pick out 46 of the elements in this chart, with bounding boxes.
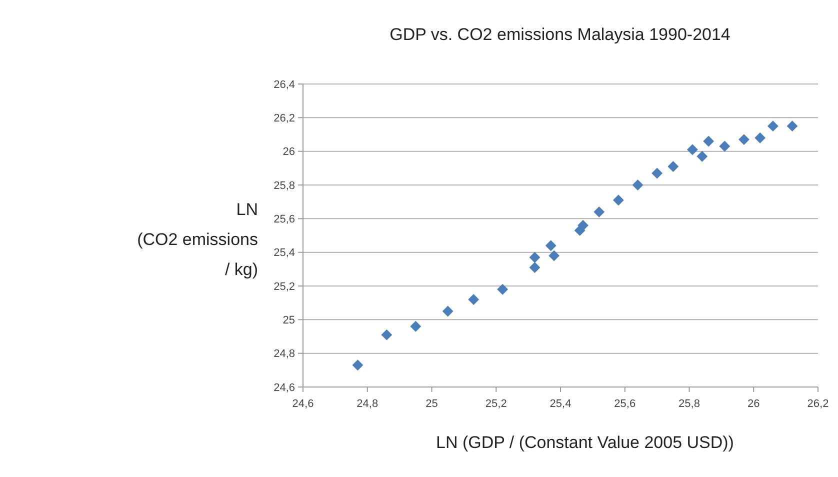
- point: [529, 262, 540, 273]
- point: [381, 329, 392, 340]
- point: [594, 206, 605, 218]
- x-tick-label: 25,2: [485, 398, 507, 410]
- y-tick-label: 25: [282, 314, 295, 327]
- point: [497, 284, 508, 295]
- point: [754, 132, 766, 144]
- chart-title: GDP vs. CO2 emissions Malaysia 1990-2014: [390, 25, 730, 44]
- point: [786, 120, 798, 132]
- y-tick-label: 24,6: [274, 382, 295, 394]
- y-tick-label: 25,8: [274, 180, 295, 192]
- y-tick-label: 25,4: [274, 247, 295, 260]
- y-tick-label: 24,8: [274, 348, 295, 360]
- x-tick-label: 24,6: [292, 398, 314, 410]
- point: [652, 168, 663, 179]
- point: [578, 220, 589, 231]
- x-tick-label: 25,8: [678, 398, 700, 410]
- point: [612, 194, 624, 206]
- x-tick-label: 26: [748, 398, 760, 410]
- point: [352, 360, 364, 371]
- y-tick-label: 26: [282, 146, 295, 158]
- point: [767, 120, 778, 132]
- point: [686, 144, 698, 156]
- x-tick-label: 25: [426, 398, 438, 410]
- x-tick-label: 25,4: [550, 398, 572, 410]
- point: [468, 294, 480, 305]
- x-axis-title: LN (GDP / (Constant Value 2005 USD)): [436, 433, 734, 452]
- y-axis-title: LN (CO2 emissions / kg): [137, 200, 258, 279]
- point: [545, 240, 556, 252]
- y-tick-label: 25,6: [274, 214, 295, 226]
- x-tick-label: 25,6: [614, 398, 636, 410]
- point: [703, 136, 714, 147]
- point: [719, 140, 730, 152]
- point: [442, 306, 454, 317]
- point: [529, 252, 540, 263]
- point: [410, 320, 422, 332]
- y-tick-label: 26,4: [274, 78, 295, 91]
- point: [548, 250, 560, 262]
- point: [668, 161, 679, 172]
- y-tick-label: 26,2: [274, 112, 295, 125]
- point: [696, 150, 708, 162]
- x-tick-label: 26,2: [807, 398, 829, 410]
- point: [738, 134, 750, 146]
- x-tick-label: 24,8: [356, 398, 378, 410]
- y-tick-label: 25,2: [274, 280, 295, 293]
- point: [632, 180, 644, 190]
